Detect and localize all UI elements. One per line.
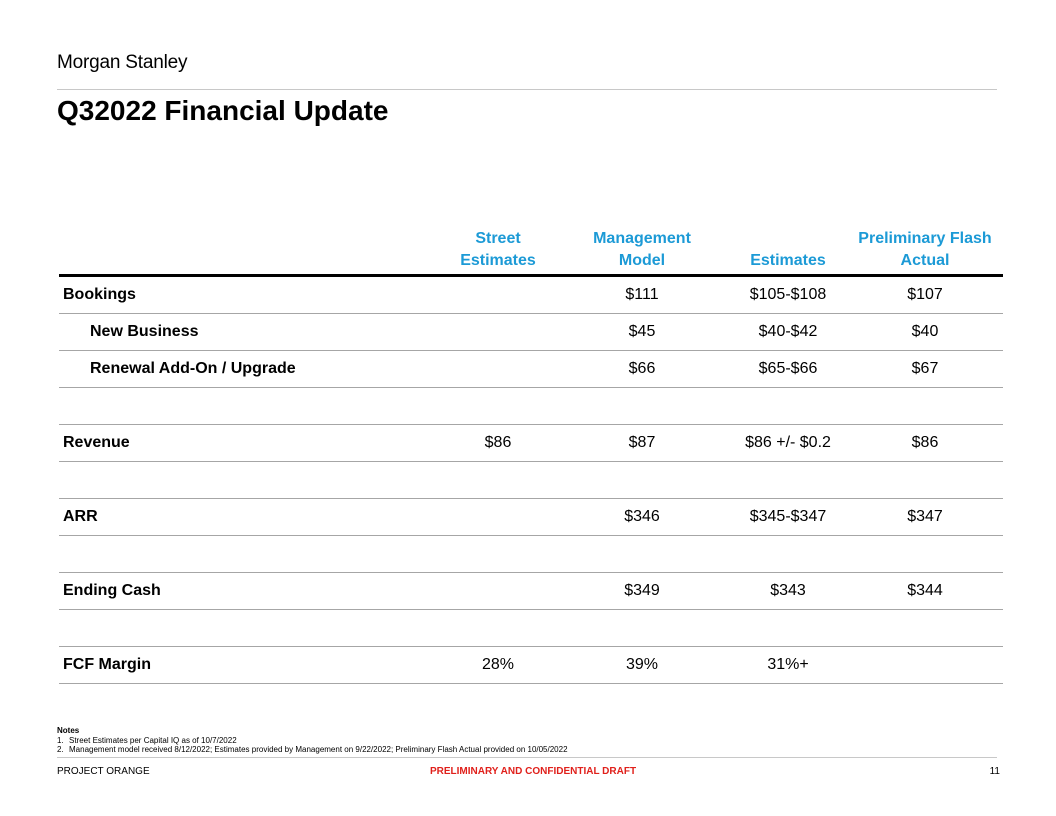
cell-street — [441, 461, 555, 499]
cell-street — [441, 498, 555, 536]
cell-estimates: $65-$66 — [729, 350, 847, 388]
cell-estimates — [729, 387, 847, 425]
table-row-arr: ARR $346 $345-$347 $347 — [59, 498, 1003, 536]
cell-estimates: 31%+ — [729, 646, 847, 684]
cell-actual: $344 — [847, 572, 1003, 610]
row-label: FCF Margin — [59, 646, 441, 684]
cell-model: $45 — [555, 313, 729, 351]
cell-actual — [847, 387, 1003, 425]
cell-street: 28% — [441, 646, 555, 684]
project-name: PROJECT ORANGE — [57, 766, 150, 777]
cell-model — [555, 609, 729, 647]
row-label — [59, 461, 441, 499]
row-label: Bookings — [59, 275, 441, 314]
header-line2: Estimates — [750, 252, 826, 269]
note-item: 1. Street Estimates per Capital IQ as of … — [57, 736, 568, 746]
cell-street — [441, 275, 555, 314]
cell-actual — [847, 535, 1003, 573]
footer-divider — [57, 757, 997, 758]
cell-actual: $40 — [847, 313, 1003, 351]
cell-street: $86 — [441, 424, 555, 462]
header-line1: Street — [475, 230, 521, 247]
row-label: New Business — [59, 313, 441, 351]
header-line2: Model — [618, 252, 666, 269]
cell-actual — [847, 461, 1003, 499]
header-line2: Estimates — [460, 252, 536, 269]
cell-estimates: $343 — [729, 572, 847, 610]
row-label — [59, 387, 441, 425]
row-label: Renewal Add-On / Upgrade — [59, 350, 441, 388]
cell-model: 39% — [555, 646, 729, 684]
header-divider — [57, 89, 997, 90]
table-row-spacer — [59, 609, 1003, 647]
header-label-column — [59, 228, 441, 277]
notes-heading: Notes — [57, 726, 80, 735]
page-title: Q32022 Financial Update — [57, 95, 389, 126]
cell-actual — [847, 609, 1003, 647]
cell-actual: $67 — [847, 350, 1003, 388]
cell-estimates: $40-$42 — [729, 313, 847, 351]
cell-estimates: $345-$347 — [729, 498, 847, 536]
cell-model: $87 — [555, 424, 729, 462]
cell-model: $349 — [555, 572, 729, 610]
cell-estimates — [729, 535, 847, 573]
row-label — [59, 535, 441, 573]
note-text: Street Estimates per Capital IQ as of 10… — [69, 735, 237, 745]
cell-estimates — [729, 609, 847, 647]
cell-estimates — [729, 461, 847, 499]
note-number: 1. — [57, 735, 64, 745]
page-number: 11 — [989, 766, 1000, 777]
cell-street — [441, 609, 555, 647]
cell-model — [555, 387, 729, 425]
row-label: ARR — [59, 498, 441, 536]
header-line1: Management — [593, 230, 691, 247]
note-item: 2. Management model received 8/12/2022; E… — [57, 745, 568, 755]
row-label: Revenue — [59, 424, 441, 462]
row-label — [59, 609, 441, 647]
header-preliminary-flash-actual: Preliminary Flash Actual — [847, 228, 1003, 277]
cell-actual — [847, 646, 1003, 684]
cell-model — [555, 461, 729, 499]
confidentiality-label: PRELIMINARY AND CONFIDENTIAL DRAFT — [429, 766, 637, 777]
header-street-estimates: Street Estimates — [441, 228, 555, 277]
cell-actual: $347 — [847, 498, 1003, 536]
table-row-revenue: Revenue $86 $87 $86 +/- $0.2 $86 — [59, 424, 1003, 462]
cell-model: $66 — [555, 350, 729, 388]
table-row-bookings: Bookings $111 $105-$108 $107 — [59, 275, 1003, 314]
cell-actual: $107 — [847, 275, 1003, 314]
header-line1: Preliminary Flash — [858, 230, 992, 247]
table-row-spacer — [59, 461, 1003, 499]
cell-model: $111 — [555, 275, 729, 314]
footnotes: Notes 1. Street Estimates per Capital IQ … — [57, 726, 568, 755]
cell-estimates: $105-$108 — [729, 275, 847, 314]
table-row-fcf-margin: FCF Margin 28% 39% 31%+ — [59, 646, 1003, 684]
cell-street — [441, 572, 555, 610]
cell-street — [441, 387, 555, 425]
cell-model: $346 — [555, 498, 729, 536]
note-text: Management model received 8/12/2022; Est… — [69, 745, 568, 754]
table-row-renewal-add-on: Renewal Add-On / Upgrade $66 $65-$66 $67 — [59, 350, 1003, 388]
header-estimates: Estimates — [729, 228, 847, 277]
note-number: 2. — [57, 745, 64, 754]
table-row-ending-cash: Ending Cash $349 $343 $344 — [59, 572, 1003, 610]
table-row-spacer — [59, 387, 1003, 425]
cell-street — [441, 535, 555, 573]
table-header-row: Street Estimates Management Model Estima… — [59, 228, 1003, 277]
table-row-new-business: New Business $45 $40-$42 $40 — [59, 313, 1003, 351]
cell-estimates: $86 +/- $0.2 — [729, 424, 847, 462]
cell-street — [441, 313, 555, 351]
table-row-spacer — [59, 535, 1003, 573]
header-line2: Actual — [900, 252, 950, 269]
cell-actual: $86 — [847, 424, 1003, 462]
financial-update-table: Street Estimates Management Model Estima… — [59, 228, 1003, 684]
cell-model — [555, 535, 729, 573]
cell-street — [441, 350, 555, 388]
row-label: Ending Cash — [59, 572, 441, 610]
header-management-model: Management Model — [555, 228, 729, 277]
morgan-stanley-logo: Morgan Stanley — [57, 52, 188, 73]
